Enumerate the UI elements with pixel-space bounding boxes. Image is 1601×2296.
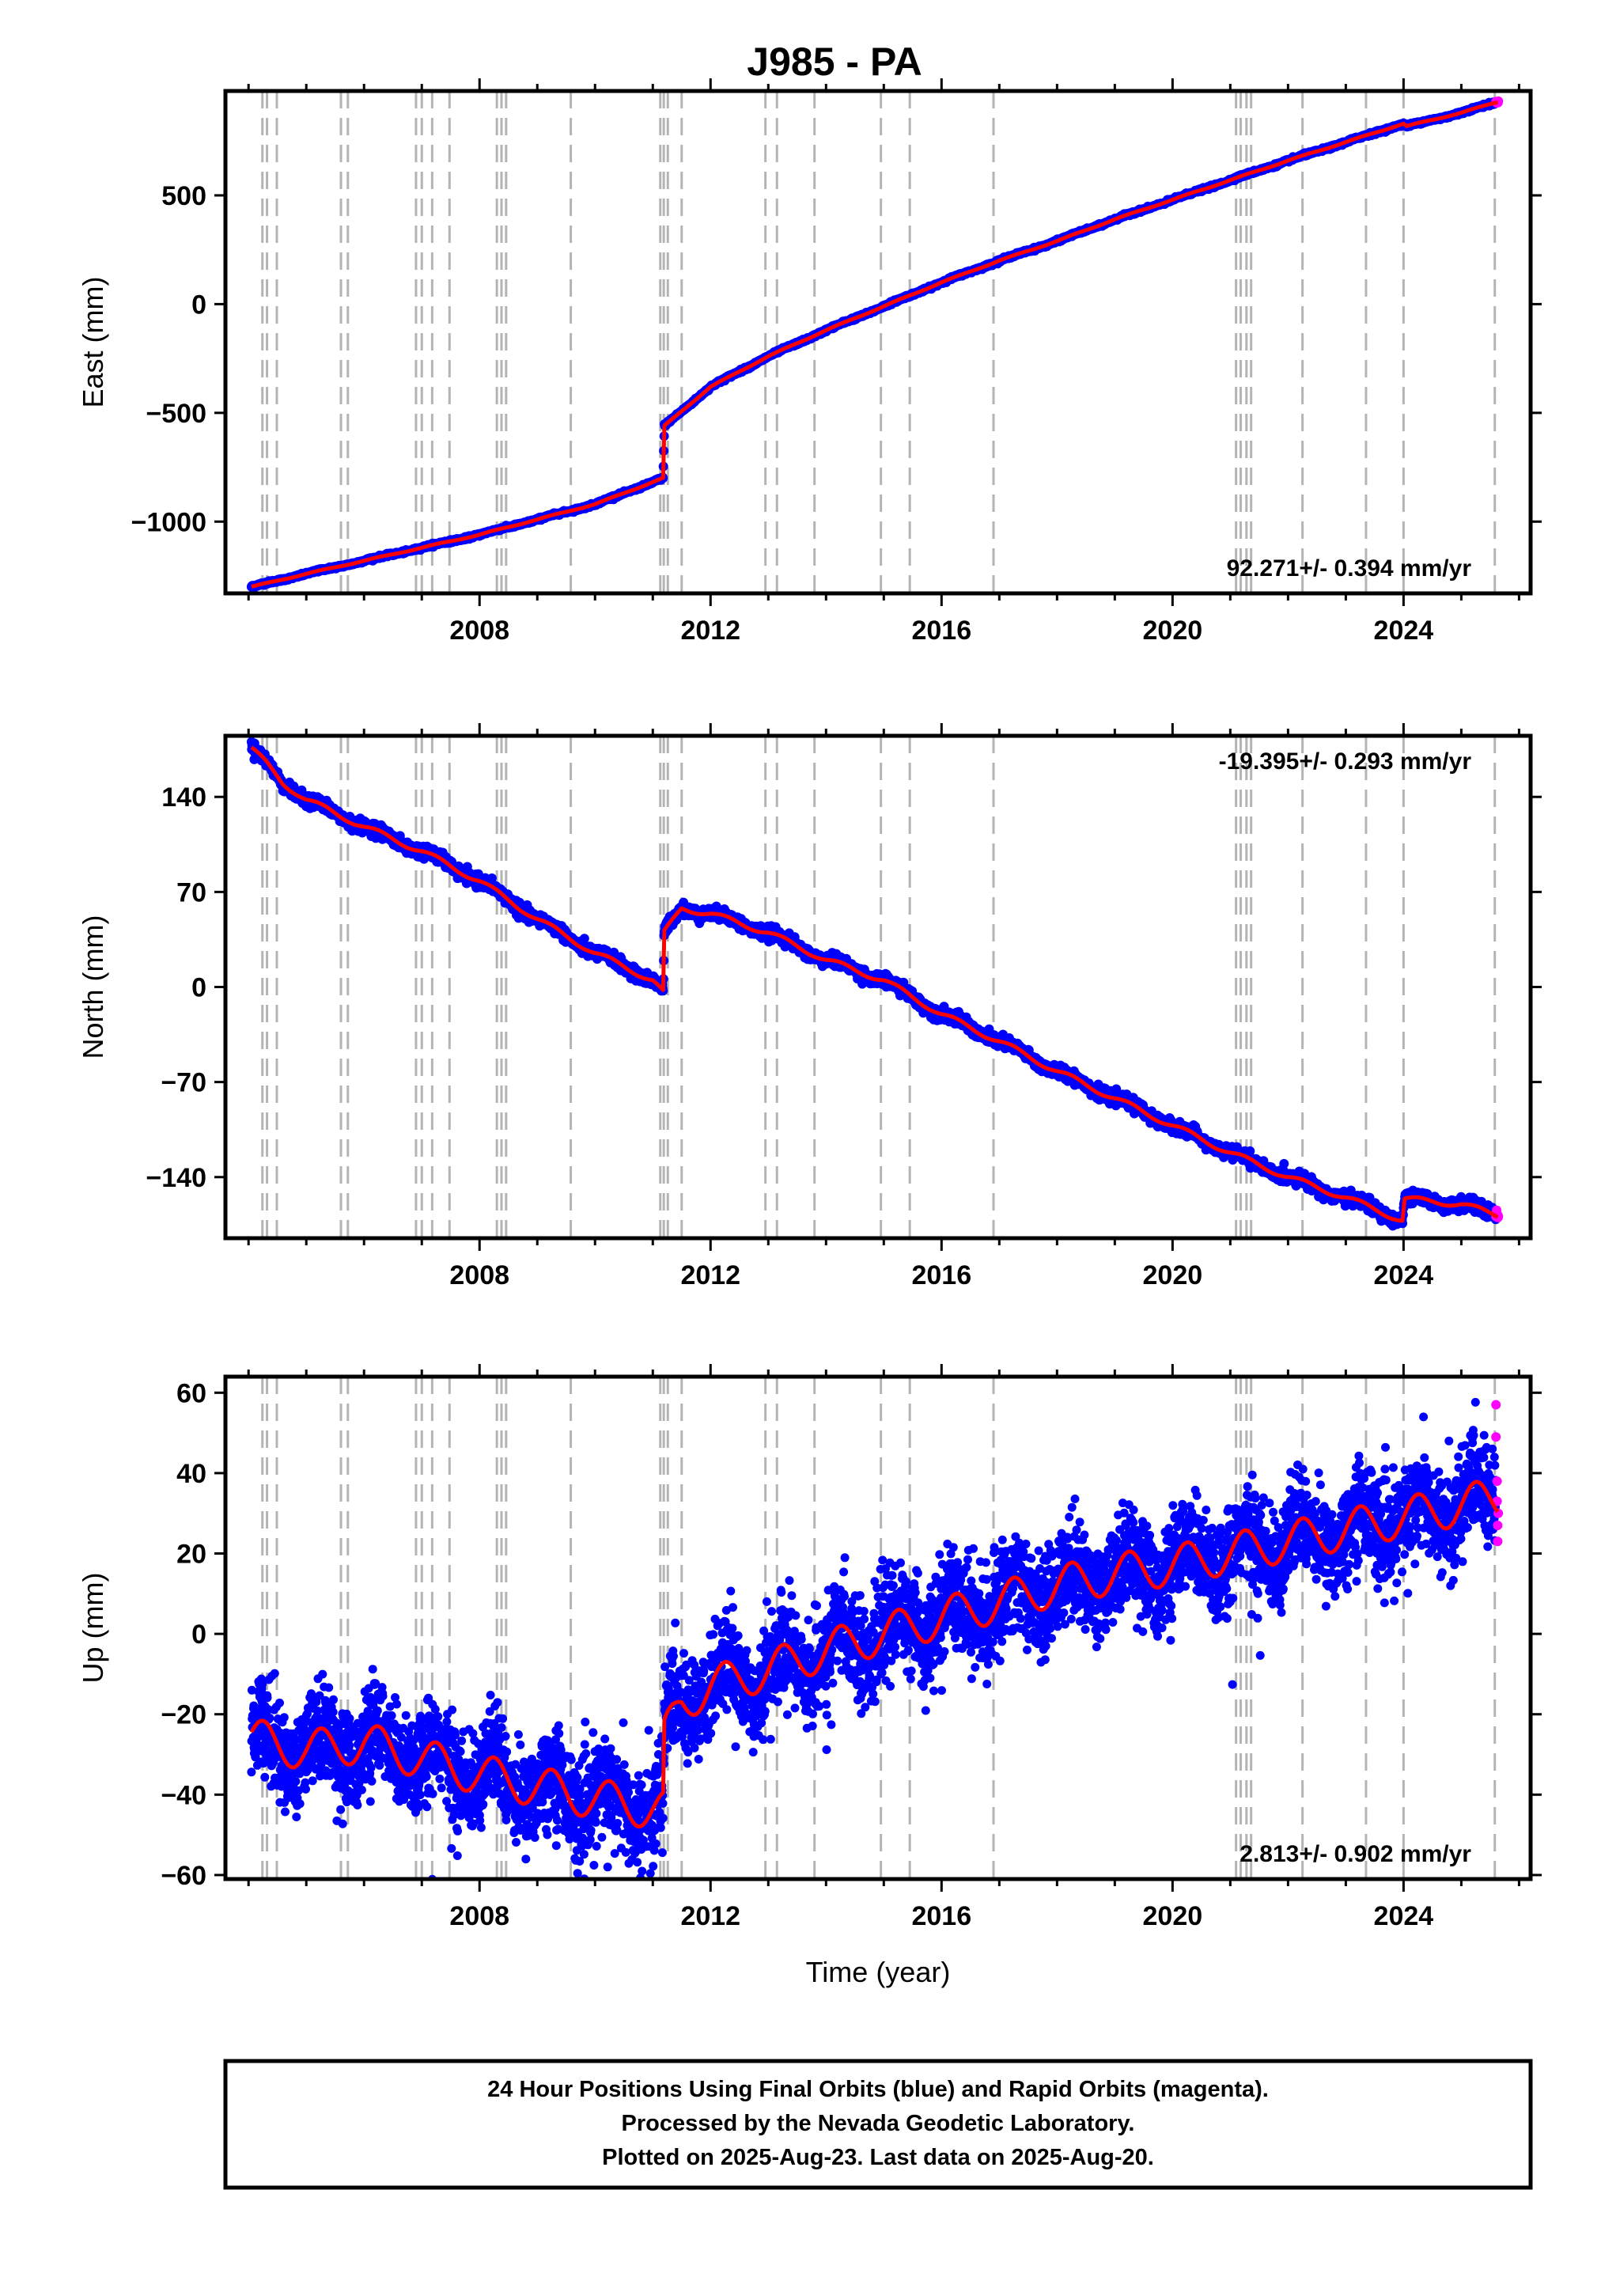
panel-east: −1000 −500 0 500 2008 2012 2016 2020 2024 East (m…	[77, 78, 1542, 646]
event-lines	[261, 91, 1497, 593]
y-tick-label: 0	[191, 290, 206, 320]
y-tick-label: −1000	[131, 507, 207, 537]
plot-area	[246, 91, 1504, 593]
velocity-label: 92.271+/- 0.394 mm/yr	[1227, 555, 1472, 582]
x-tick-label: 2016	[911, 616, 971, 646]
x-tick-label: 2024	[1374, 616, 1434, 646]
x-tick-label: 2008	[449, 616, 509, 646]
y-axis-label: East (mm)	[77, 277, 109, 408]
y-tick-label: 500	[161, 181, 206, 211]
x-tick-label: 2020	[1143, 616, 1203, 646]
y-tick-label: −500	[146, 399, 206, 429]
x-tick-label: 2012	[680, 616, 740, 646]
chart-title: J985 - PA	[747, 40, 922, 84]
